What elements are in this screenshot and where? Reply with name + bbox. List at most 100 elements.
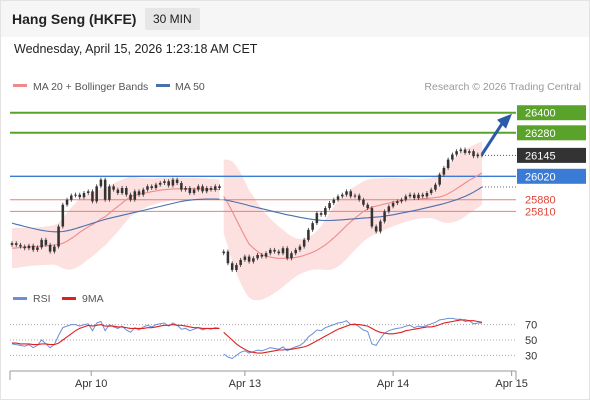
candle-body	[230, 263, 234, 270]
candle-body	[14, 243, 18, 245]
candle-body	[86, 191, 90, 194]
ma50-legend-swatch	[156, 84, 170, 87]
candle-body	[273, 249, 276, 252]
level-label-26145: 26145	[525, 150, 556, 162]
candle-body	[205, 188, 209, 192]
candle-body	[260, 254, 264, 257]
candle-body	[27, 245, 31, 249]
candle-body	[383, 211, 386, 222]
candle-body	[74, 194, 77, 196]
rsi-legend-label: RSI	[33, 293, 51, 305]
candle-body	[349, 191, 353, 197]
candle-body	[209, 188, 213, 190]
rsi-ma-legend-swatch	[62, 297, 76, 300]
candle-body	[116, 189, 120, 194]
candle-body	[341, 194, 344, 197]
candle-body	[48, 244, 52, 252]
ma50-legend-label: MA 50	[175, 81, 205, 93]
candle-body	[235, 264, 238, 270]
candle-body	[31, 245, 35, 250]
candle-body	[53, 246, 56, 252]
rsi-level-label-50: 50	[525, 335, 537, 347]
level-label-26280: 26280	[525, 128, 556, 140]
candle-body	[438, 174, 441, 185]
candle-body	[78, 194, 82, 198]
candle-body	[82, 193, 86, 198]
x-tick-label: Apr 13	[229, 378, 261, 390]
candle-body	[332, 199, 336, 204]
candle-body	[404, 196, 408, 200]
candle-body	[133, 191, 137, 200]
candle-body	[141, 189, 145, 195]
rsi-level-label-30: 30	[525, 350, 537, 362]
candle-body	[408, 194, 412, 197]
candle-body	[112, 186, 115, 190]
ma20-legend-label: MA 20 + Bollinger Bands	[33, 81, 148, 93]
chart-header: Hang Seng (HKFE) 30 MIN	[1, 1, 589, 37]
candle-body	[290, 253, 293, 259]
candle-body	[163, 181, 166, 183]
candle-body	[243, 256, 247, 260]
arrow-head	[497, 113, 512, 129]
candle-body	[328, 203, 331, 209]
candle-body	[434, 184, 437, 190]
ma20-legend-swatch	[13, 84, 27, 87]
candle-body	[307, 229, 310, 240]
candle-body	[146, 186, 149, 190]
candle-body	[154, 184, 158, 188]
candle-body	[218, 186, 221, 188]
candle-body	[298, 246, 302, 250]
candle-body	[40, 239, 43, 248]
candle-body	[19, 244, 22, 247]
bollinger-bands	[12, 141, 482, 301]
candle-body	[120, 188, 124, 194]
candle-body	[158, 182, 162, 185]
candles	[10, 147, 484, 272]
level-tag-26400	[517, 105, 586, 121]
candle-body	[463, 149, 467, 153]
level-tag-26145	[517, 147, 586, 163]
candle-body	[61, 204, 65, 227]
level-label-25810: 25810	[525, 206, 556, 218]
rsi-ma-line	[223, 319, 483, 354]
candle-body	[264, 253, 268, 257]
candle-body	[125, 188, 128, 195]
candle-body	[222, 251, 225, 254]
level-tag-26280	[517, 125, 586, 141]
level-label-26400: 26400	[525, 108, 556, 120]
candle-body	[362, 199, 365, 205]
candle-body	[396, 201, 399, 204]
candle-body	[108, 186, 111, 200]
projection-arrow	[480, 113, 512, 156]
candle-body	[429, 189, 433, 194]
x-axis: Apr 10 Apr 13 Apr 14 Apr 15	[9, 370, 528, 390]
candle-body	[36, 247, 39, 250]
candle-body	[137, 191, 141, 195]
candle-body	[91, 191, 94, 202]
candle-body	[175, 179, 179, 183]
candle-body	[239, 259, 242, 265]
candle-body	[353, 195, 357, 197]
x-tick-label: Apr 15	[495, 378, 527, 390]
candle-body	[472, 151, 475, 157]
instrument-title: Hang Seng (HKFE)	[12, 11, 137, 27]
candle-body	[425, 193, 429, 197]
candle-body	[357, 195, 361, 200]
timeframe-badge[interactable]: 30 MIN	[145, 8, 200, 30]
candle-body	[167, 181, 170, 186]
level-label-25880: 25880	[525, 195, 556, 207]
level-label-26020: 26020	[525, 171, 556, 183]
candle-body	[95, 186, 98, 202]
candle-body	[180, 182, 183, 190]
candle-body	[480, 154, 484, 156]
candle-body	[256, 254, 259, 259]
candle-body	[366, 204, 369, 209]
candle-body	[391, 203, 395, 207]
candle-body	[302, 239, 306, 247]
candle-body	[65, 199, 69, 205]
candle-body	[10, 243, 14, 245]
candle-body	[213, 186, 217, 190]
candle-body	[412, 194, 416, 199]
bollinger-band-area	[12, 176, 220, 270]
